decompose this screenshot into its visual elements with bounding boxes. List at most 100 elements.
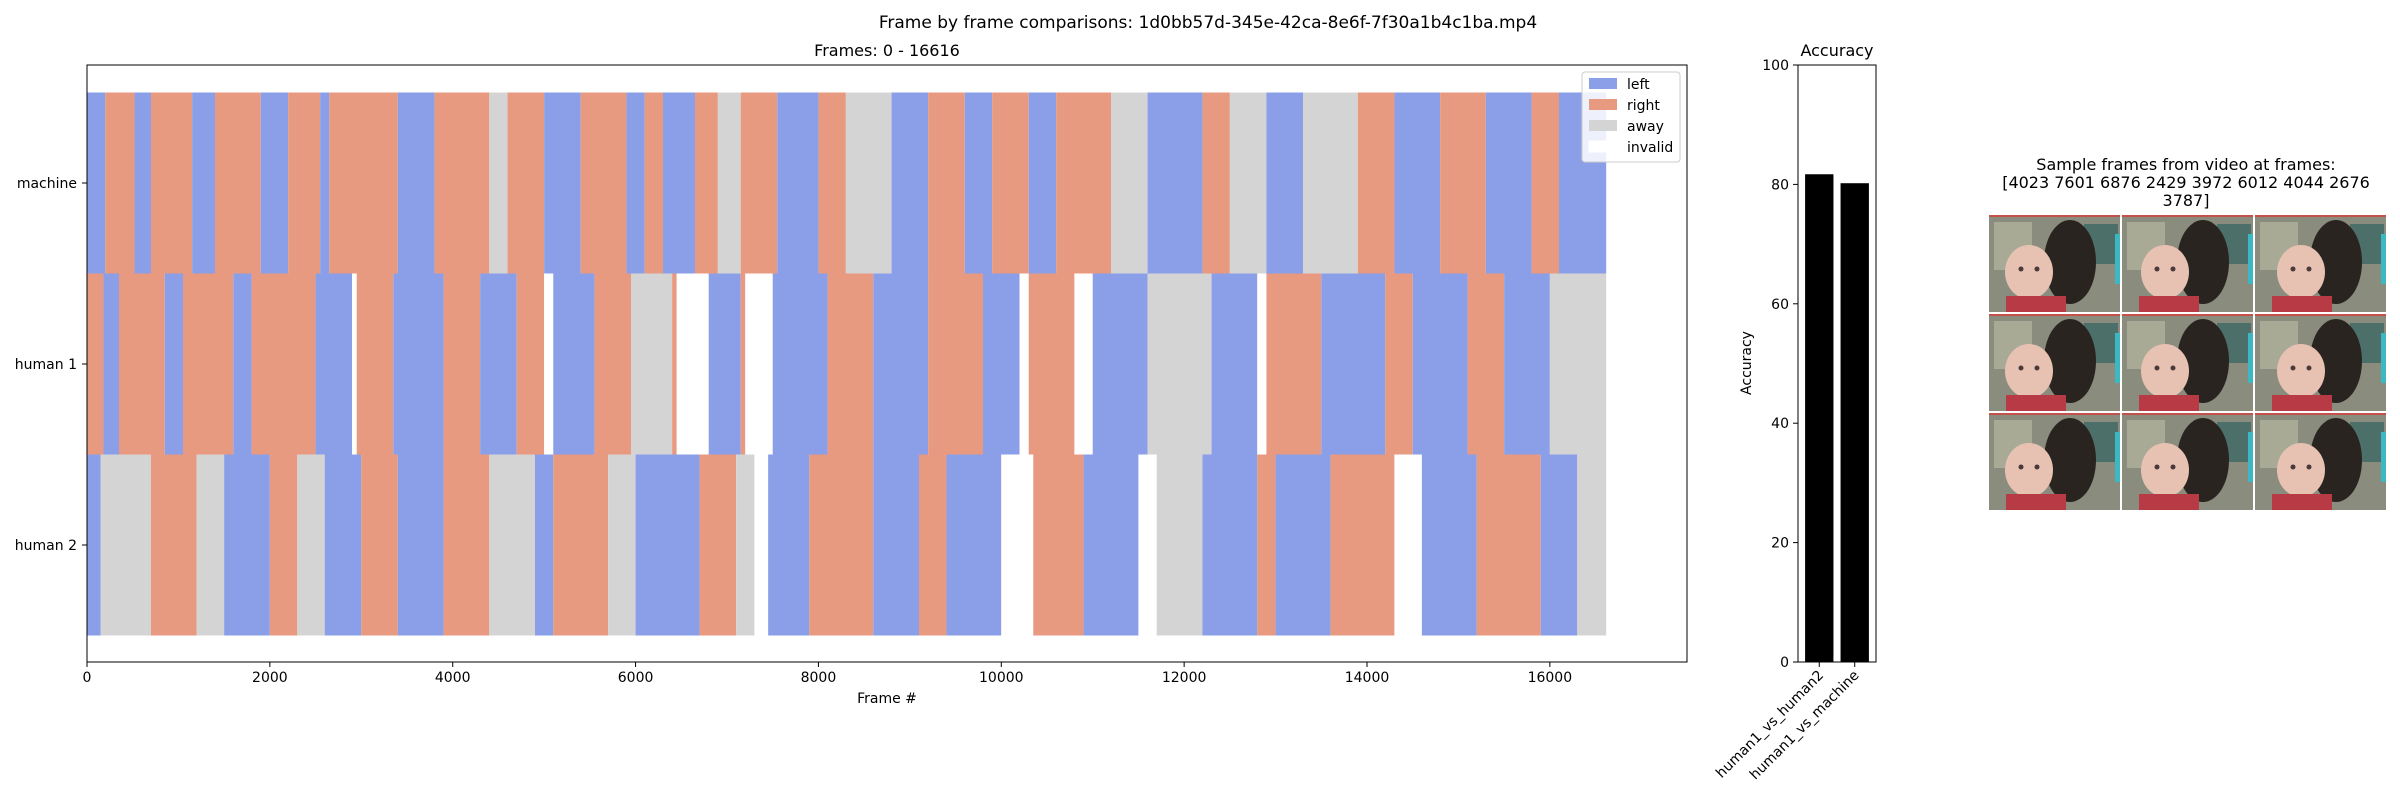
segment-machine-10 (397, 92, 435, 274)
sample-frame-7601 (2121, 214, 2254, 313)
legend-label-away: away (1627, 119, 1664, 135)
segment-machine-4 (192, 92, 215, 274)
y-tick-label: 0 (1780, 655, 1789, 671)
accuracy-y-ticks: 0 20 40 60 80 100 (1762, 58, 1798, 671)
segment-human-1-23 (772, 273, 828, 455)
segment-human-1-4 (183, 273, 234, 455)
accuracy-frame (1797, 64, 1877, 663)
segment-human-2-24 (1001, 454, 1034, 636)
segment-human-2-0 (87, 454, 101, 636)
segment-human-1-33 (1211, 273, 1258, 455)
segment-human-1-7 (315, 273, 353, 455)
segment-human-2-11 (489, 454, 535, 636)
segment-machine-2 (134, 92, 151, 274)
segment-machine-29 (1028, 92, 1057, 274)
sample-frame-3972 (2121, 313, 2254, 412)
x-tick-label: 6000 (618, 670, 654, 686)
x-tick-label: 8000 (801, 670, 837, 686)
accuracy-bar-human1_vs_machine (1840, 183, 1869, 662)
sample-frame-2429 (1988, 313, 2121, 412)
timeline-y-ticks: machine human 1 human 2 (15, 176, 87, 554)
segment-machine-7 (288, 92, 321, 274)
segment-human-2-26 (1083, 454, 1139, 636)
legend-label-left: left (1627, 77, 1650, 93)
legend-swatch-left (1589, 78, 1617, 89)
segment-human-2-12 (535, 454, 554, 636)
x-tick-label: 2000 (252, 670, 288, 686)
legend: left right away invalid (1581, 71, 1681, 163)
segment-human-1-37 (1385, 273, 1413, 455)
segment-human-1-20 (708, 273, 741, 455)
segment-human-1-15 (553, 273, 595, 455)
x-tick-label: 14000 (1345, 670, 1390, 686)
segment-machine-3 (151, 92, 193, 274)
segment-machine-15 (580, 92, 627, 274)
sample-title-line-3: 3787] (2163, 191, 2210, 210)
segment-human-1-30 (1074, 273, 1093, 455)
accuracy-panel: Accuracy 0 20 40 60 80 100 human1_vs_human2hu… (1713, 41, 1877, 783)
segment-human-1-2 (119, 273, 165, 455)
x-tick-label: 16000 (1528, 670, 1573, 686)
segment-human-2-29 (1202, 454, 1258, 636)
segment-human-2-16 (699, 454, 737, 636)
segment-machine-20 (717, 92, 741, 274)
row-label-human-1: human 1 (15, 357, 77, 373)
segment-machine-32 (1147, 92, 1203, 274)
segment-human-2-23 (946, 454, 1002, 636)
segment-human-2-37 (1577, 454, 1607, 636)
segment-human-2-30 (1257, 454, 1276, 636)
segment-machine-8 (320, 92, 330, 274)
legend-swatch-right (1589, 99, 1617, 110)
x-tick-label: 10000 (979, 670, 1024, 686)
segment-human-1-38 (1412, 273, 1468, 455)
segment-human-2-14 (608, 454, 636, 636)
segment-human-1-1 (103, 273, 119, 455)
segment-human-1-39 (1467, 273, 1505, 455)
sample-frames-panel: Sample frames from video at frames: [402… (1988, 155, 2387, 511)
segment-human-1-19 (676, 273, 709, 455)
y-tick-label: 60 (1771, 297, 1789, 313)
segment-machine-31 (1111, 92, 1148, 274)
y-tick-label: 20 (1771, 536, 1789, 552)
segment-human-1-18 (672, 273, 677, 455)
segment-machine-19 (695, 92, 718, 274)
segment-human-2-22 (919, 454, 947, 636)
segment-human-2-27 (1138, 454, 1157, 636)
segment-machine-6 (260, 92, 289, 274)
accuracy-y-label: Accuracy (1739, 331, 1755, 395)
legend-swatch-away (1589, 120, 1617, 131)
segment-machine-34 (1229, 92, 1267, 274)
segment-human-2-19 (768, 454, 810, 636)
segment-human-1-36 (1321, 273, 1386, 455)
segment-human-2-10 (443, 454, 490, 636)
segment-human-1-22 (745, 273, 773, 455)
segment-machine-23 (818, 92, 846, 274)
segment-machine-21 (740, 92, 778, 274)
sample-frame-4023 (1988, 214, 2121, 313)
segment-machine-26 (928, 92, 965, 274)
segment-machine-13 (507, 92, 545, 274)
segment-machine-36 (1303, 92, 1358, 274)
segment-human-2-35 (1476, 454, 1541, 636)
timeline-segments (87, 92, 1607, 636)
segment-human-1-14 (544, 273, 554, 455)
segment-machine-9 (329, 92, 398, 274)
segment-machine-11 (434, 92, 490, 274)
segment-human-2-15 (635, 454, 700, 636)
segment-human-1-11 (443, 273, 481, 455)
segment-machine-25 (891, 92, 929, 274)
segment-human-2-5 (269, 454, 298, 636)
segment-human-2-3 (196, 454, 225, 636)
segment-machine-33 (1202, 92, 1230, 274)
timeline-x-label: Frame # (857, 691, 917, 707)
x-tick-label: 12000 (1162, 670, 1207, 686)
segment-machine-27 (964, 92, 993, 274)
segment-human-2-21 (873, 454, 919, 636)
segment-machine-24 (845, 92, 892, 274)
segment-human-2-2 (151, 454, 197, 636)
sample-frame-grid (1988, 214, 2387, 511)
segment-machine-17 (644, 92, 663, 274)
row-label-human-2: human 2 (15, 538, 77, 554)
segment-human-1-25 (873, 273, 929, 455)
segment-human-2-36 (1540, 454, 1578, 636)
